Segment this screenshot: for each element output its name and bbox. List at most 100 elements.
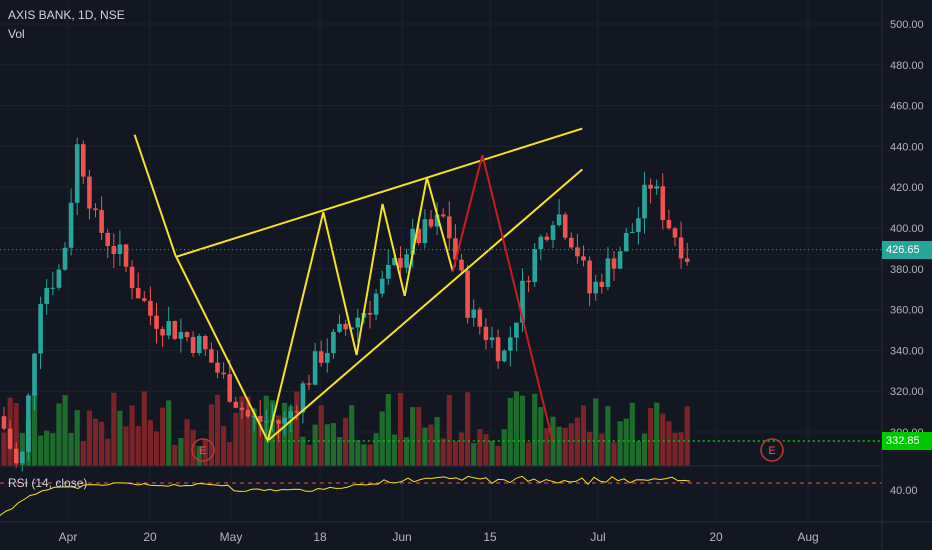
volume-bar: [678, 432, 684, 466]
price-tick-label: 460.00: [890, 101, 924, 113]
candle-body: [209, 349, 214, 363]
candle-body: [166, 321, 171, 336]
volume-bar: [538, 407, 544, 466]
volume-bar: [269, 400, 275, 466]
candle-body: [38, 303, 43, 354]
price-tick-label: 380.00: [890, 264, 924, 276]
candle-body: [1, 416, 7, 429]
time-tick-label: 20: [709, 530, 723, 544]
symbol-title[interactable]: AXIS BANK, 1D, NSE: [8, 8, 125, 22]
candle-body: [526, 280, 531, 283]
candle-body: [392, 258, 397, 265]
candle-body: [56, 269, 62, 288]
rsi-line: [0, 475, 691, 516]
volume-bar: [141, 391, 147, 466]
rsi-pane: 40.00: [0, 475, 918, 516]
rsi-indicator-label[interactable]: RSI (14, close): [8, 476, 88, 490]
candle-body: [184, 332, 190, 338]
candle-body: [422, 219, 428, 244]
candle-body: [306, 383, 312, 385]
volume-bar: [544, 428, 550, 466]
volume-bar: [605, 405, 611, 466]
volume-bar: [361, 444, 367, 466]
candle-body: [569, 237, 574, 248]
volume-bar: [233, 412, 239, 466]
candle-body: [581, 256, 586, 261]
volume-bar: [105, 438, 111, 466]
time-tick-label: 15: [483, 530, 497, 544]
candle-body: [203, 336, 208, 350]
price-tick-label: 440.00: [890, 141, 924, 153]
volume-bar: [184, 419, 190, 466]
candle-body: [264, 421, 269, 423]
volume-bar: [428, 424, 434, 466]
candle-body: [434, 214, 440, 227]
candle-body: [532, 249, 537, 283]
candle-body: [251, 415, 257, 417]
candle-body: [318, 351, 324, 363]
price-tick-label: 340.00: [890, 345, 924, 357]
candle-body: [62, 247, 68, 270]
volume-bar: [574, 417, 580, 466]
volume-bar: [660, 413, 666, 466]
volume-bar: [635, 441, 641, 466]
volume-bar: [178, 437, 184, 466]
candle-body: [276, 420, 281, 424]
volume-bar: [306, 444, 312, 466]
candle-body: [630, 232, 635, 234]
candle-body: [245, 409, 251, 417]
candle-body: [587, 260, 592, 294]
volume-bar: [684, 406, 690, 466]
time-tick-label: 18: [313, 530, 327, 544]
candle-body: [26, 395, 31, 452]
volume-bar: [251, 408, 257, 466]
volume-bar: [190, 429, 196, 466]
candle-body: [373, 293, 379, 315]
candle-body: [154, 315, 159, 329]
candle-body: [74, 144, 80, 203]
candle-body: [13, 448, 19, 464]
target-price-tag: 332.85: [882, 431, 932, 450]
projection-line: [451, 154, 554, 442]
candle-body: [178, 332, 184, 339]
volume-bar: [68, 433, 74, 466]
volume-bar: [129, 405, 135, 466]
volume-indicator-label[interactable]: Vol: [8, 27, 25, 41]
candle-body: [575, 247, 580, 257]
candle-body: [111, 246, 117, 254]
volume-bar: [483, 434, 489, 466]
volume-bar: [257, 423, 263, 466]
volume-bar: [227, 442, 233, 466]
volume-bar: [446, 395, 452, 466]
volume-bar: [397, 392, 404, 466]
candle-body: [105, 232, 110, 247]
volume-bar: [452, 441, 458, 466]
volume-bar: [135, 426, 141, 466]
price-tick-label: 480.00: [890, 60, 924, 72]
earnings-marker: [191, 438, 215, 462]
candle-body: [129, 266, 135, 289]
candle-body: [636, 218, 641, 233]
volume-bar: [172, 444, 178, 466]
candle-body: [300, 383, 306, 413]
volume-bar: [672, 432, 678, 466]
candle-body: [135, 288, 141, 299]
candle-body: [355, 317, 361, 328]
candle-body: [99, 210, 104, 233]
candle-body: [678, 237, 684, 259]
volume-bar: [666, 421, 672, 466]
volume-bar: [80, 441, 86, 466]
volume-bar: [434, 417, 440, 466]
volume-bar: [562, 427, 568, 466]
candle-body: [410, 228, 415, 255]
candle-body: [367, 312, 373, 315]
candle-body: [593, 281, 598, 294]
volume-bar: [495, 445, 501, 466]
candle-body: [93, 208, 98, 211]
volume-bar: [422, 427, 428, 466]
candle-body: [288, 411, 293, 418]
earnings-marker-label: E: [768, 445, 775, 457]
time-tick-label: Apr: [59, 530, 78, 544]
volume-bar: [74, 410, 80, 466]
